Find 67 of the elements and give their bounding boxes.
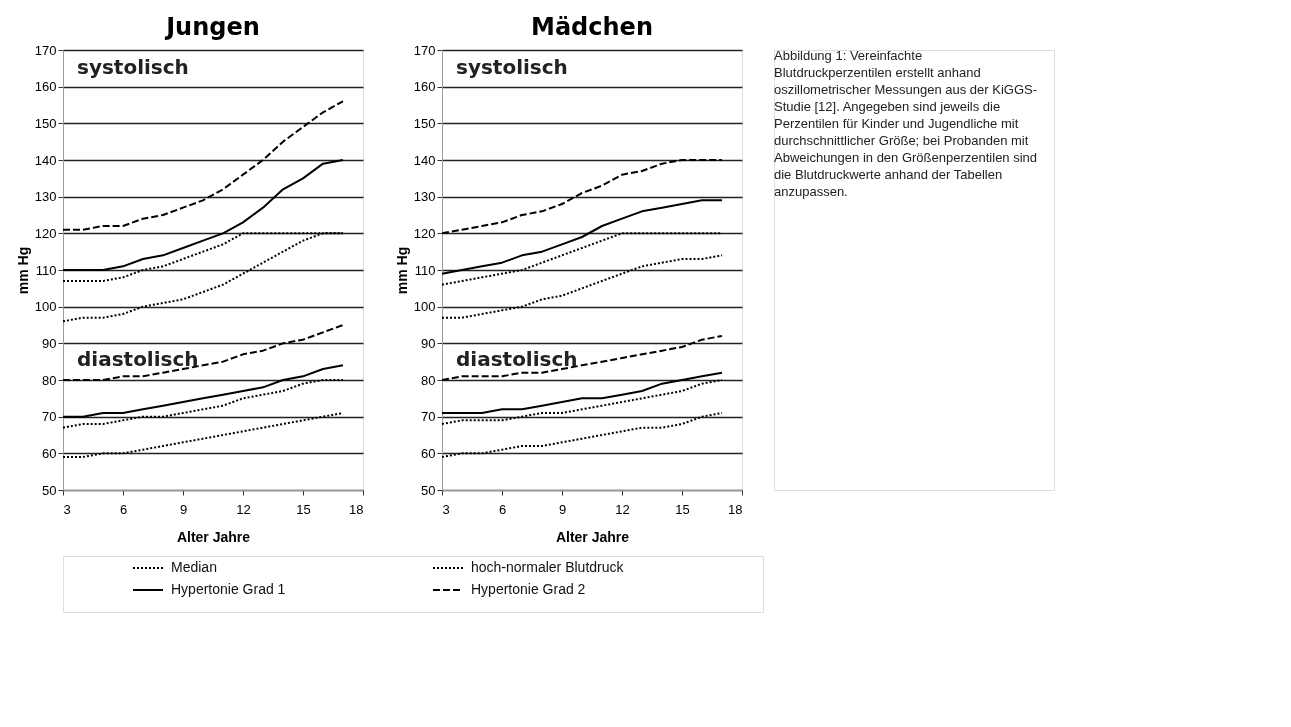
x-tick-label: 6 [119, 501, 128, 517]
x-tick-label: 18 [728, 501, 743, 517]
y-tick-label: 70 [421, 409, 436, 425]
y-tick-label: 50 [421, 482, 436, 498]
y-tick-label: 120 [413, 225, 436, 241]
legend-label: Hypertonie Grad 2 [471, 581, 586, 597]
y-tick-label: 100 [34, 299, 57, 315]
line-series [441, 371, 723, 414]
annotation: diastolisch [456, 347, 578, 371]
x-tick-label: 15 [296, 501, 311, 517]
line-series [441, 159, 723, 235]
x-tick-label: 18 [349, 501, 364, 517]
y-axis-title: mm Hg [393, 246, 410, 295]
x-tick-label: 3 [442, 501, 450, 517]
y-axis-title: mm Hg [14, 246, 31, 295]
line-series [441, 254, 723, 319]
text: Abbildung 1: Vereinfachte Blutdruckperzentilen erstellt anhand oszillometrischer Messungen aus der KiGGS-Studie [12]. Angegeben sind jeweils die Perzentilen für Kinder und Jugendliche mit durchschnittlicher Größe; bei Probanden mit Abweichungen in den Größenperzentilen sind die Blutdruckwerte anhand der Tabellen anzupassen. [774, 48, 1038, 199]
x-axis-title: Alter Jahre [176, 528, 251, 545]
y-tick-label: 170 [34, 42, 57, 58]
line-series [62, 159, 344, 271]
line-series [441, 232, 723, 286]
y-tick-label: 80 [421, 372, 436, 388]
legend-label: Median [171, 559, 217, 575]
x-tick-label: 12 [615, 501, 630, 517]
y-tick-label: 150 [413, 115, 436, 131]
line-series [62, 364, 344, 418]
line-series [62, 100, 344, 231]
y-tick-label: 110 [35, 262, 57, 278]
annotation: systolisch [456, 55, 568, 79]
x-tick-label: 9 [179, 501, 188, 517]
y-tick-label: 160 [34, 79, 57, 95]
y-tick-label: 160 [413, 79, 436, 95]
y-tick-label: 100 [413, 299, 436, 315]
x-tick-label: 15 [675, 501, 690, 517]
chart-title: Mädchen [531, 13, 653, 41]
y-tick-label: 50 [42, 482, 57, 498]
line-series [62, 324, 344, 381]
line-series [441, 379, 723, 425]
y-tick-label: 140 [413, 152, 436, 168]
x-tick-label: 12 [236, 501, 251, 517]
legend-label: hoch-normaler Blutdruck [471, 559, 625, 575]
y-tick-label: 130 [34, 189, 57, 205]
y-tick-label: 170 [413, 42, 436, 58]
y-tick-label: 60 [42, 445, 57, 461]
x-tick-label: 6 [498, 501, 507, 517]
y-tick-label: 60 [421, 445, 436, 461]
annotation: systolisch [77, 55, 189, 79]
y-tick-label: 130 [413, 189, 436, 205]
y-tick-label: 150 [34, 115, 57, 131]
line-series [441, 412, 723, 458]
chart-title: Jungen [164, 13, 260, 41]
x-axis-title: Alter Jahre [555, 528, 630, 545]
line-series [62, 412, 344, 458]
line-series [441, 335, 723, 381]
line-series [62, 379, 344, 429]
y-tick-label: 90 [42, 335, 57, 351]
y-tick-label: 140 [34, 152, 57, 168]
legend-label: Hypertonie Grad 1 [171, 581, 286, 597]
x-tick-label: 9 [558, 501, 567, 517]
line-series [441, 199, 723, 275]
y-tick-label: 120 [34, 225, 57, 241]
y-tick-label: 90 [421, 335, 436, 351]
y-tick-label: 70 [42, 409, 57, 425]
y-tick-label: 80 [42, 372, 57, 388]
x-tick-label: 3 [63, 501, 71, 517]
annotation: diastolisch [77, 347, 199, 371]
y-tick-label: 110 [414, 262, 436, 278]
